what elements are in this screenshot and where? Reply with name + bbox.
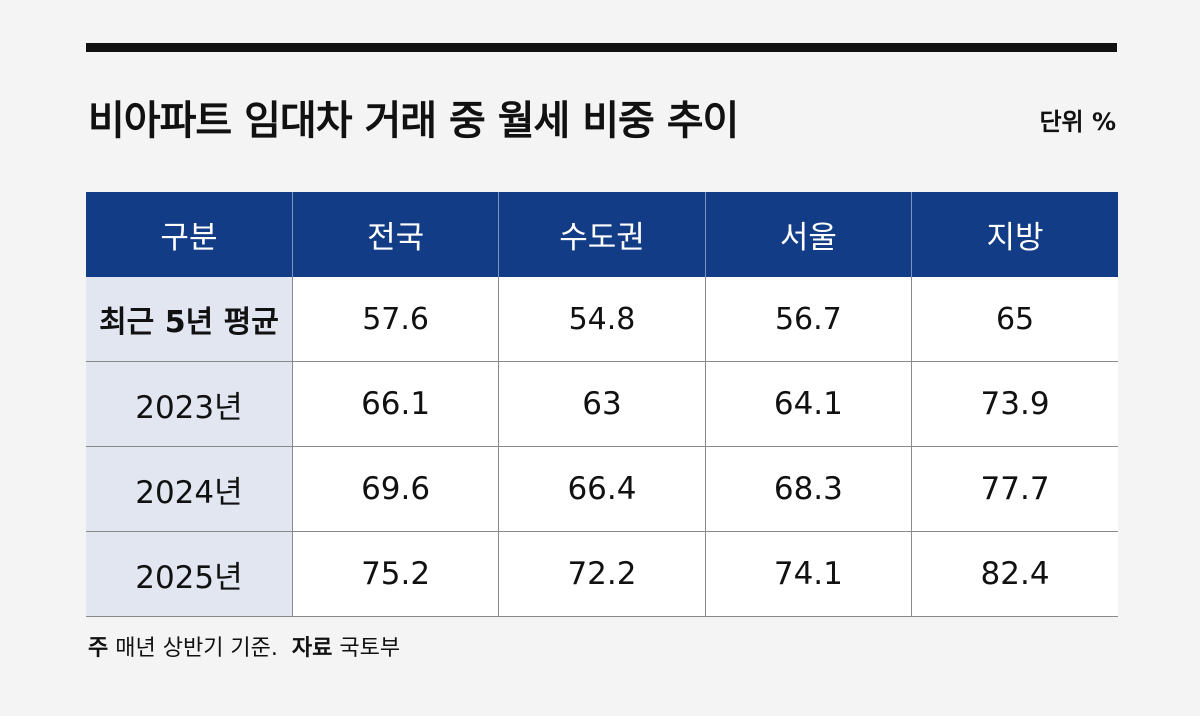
table-cell: 54.8 xyxy=(498,277,706,362)
table-cell: 65 xyxy=(911,277,1118,362)
row-label: 2023년 xyxy=(86,361,293,447)
table-row: 최근 5년 평균 57.6 54.8 56.7 65 xyxy=(86,277,1118,362)
table-cell: 57.6 xyxy=(291,277,499,362)
header-cell-category: 구분 xyxy=(86,192,293,277)
table-cell: 64.1 xyxy=(704,361,912,447)
table-cell: 66.4 xyxy=(498,446,706,532)
table-row: 2023년 66.1 63 64.1 73.9 xyxy=(86,361,1118,447)
footnote: 주 매년 상반기 기준. 자료 국토부 xyxy=(88,630,400,662)
top-rule xyxy=(86,43,1117,52)
note-source-text: 국토부 xyxy=(339,636,401,661)
table-cell: 69.6 xyxy=(291,446,499,532)
header-row: 구분 전국 수도권 서울 지방 xyxy=(86,192,1118,277)
header-cell-nationwide: 전국 xyxy=(291,192,499,277)
note-basis-text: 매년 상반기 기준. xyxy=(115,636,278,661)
table-cell: 82.4 xyxy=(911,531,1118,617)
row-label: 2024년 xyxy=(86,446,293,532)
header-cell-capital-area: 수도권 xyxy=(498,192,706,277)
table-cell: 74.1 xyxy=(704,531,912,617)
table-row: 2025년 75.2 72.2 74.1 82.4 xyxy=(86,531,1118,617)
data-table: 구분 전국 수도권 서울 지방 최근 5년 평균 57.6 54.8 56.7 … xyxy=(86,192,1118,617)
note-source-label: 자료 xyxy=(291,636,333,661)
table-cell: 66.1 xyxy=(291,361,499,447)
table-cell: 77.7 xyxy=(911,446,1118,532)
row-label: 최근 5년 평균 xyxy=(86,277,293,362)
row-label: 2025년 xyxy=(86,531,293,617)
table-cell: 68.3 xyxy=(704,446,912,532)
note-basis-label: 주 xyxy=(88,636,109,661)
chart-title: 비아파트 임대차 거래 중 월세 비중 추이 xyxy=(88,98,739,144)
table-cell: 75.2 xyxy=(291,531,499,617)
unit-label: 단위 % xyxy=(1039,108,1116,136)
header-cell-seoul: 서울 xyxy=(704,192,912,277)
table-cell: 63 xyxy=(498,361,706,447)
table-cell: 72.2 xyxy=(498,531,706,617)
table-cell: 56.7 xyxy=(704,277,912,362)
table-cell: 73.9 xyxy=(911,361,1118,447)
table-row: 2024년 69.6 66.4 68.3 77.7 xyxy=(86,446,1118,532)
header-cell-provinces: 지방 xyxy=(911,192,1118,277)
